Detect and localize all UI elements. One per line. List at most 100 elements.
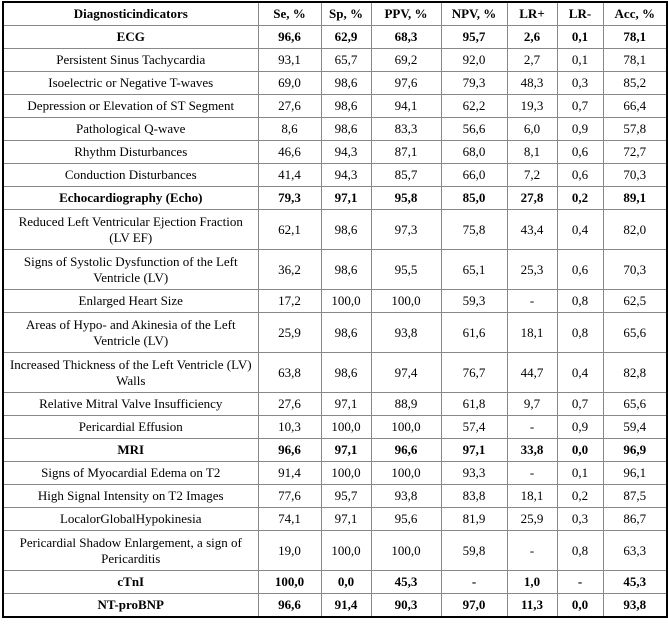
indicator-cell: Isoelectric or Negative T-waves (2, 71, 259, 95)
value-cell: 97,1 (320, 186, 372, 210)
indicator-cell: Depression or Elevation of ST Segment (2, 94, 259, 118)
value-cell: 92,0 (440, 48, 508, 72)
value-cell: 62,2 (440, 94, 508, 118)
value-cell: 78,1 (602, 48, 668, 72)
value-cell: 68,0 (440, 140, 508, 164)
value-cell: 0,1 (556, 461, 604, 485)
value-cell: 48,3 (506, 71, 558, 95)
value-cell: 6,0 (506, 117, 558, 141)
value-cell: Acc, % (602, 1, 668, 26)
value-cell: 87,5 (602, 484, 668, 508)
table-row: ECG 96,6 62,9 68,3 95,7 2,6 0,1 78,1 (2, 25, 668, 49)
indicator-cell: Pathological Q-wave (2, 117, 259, 141)
table-row: Conduction Disturbances 41,4 94,3 85,7 66,0 7… (2, 163, 668, 187)
value-cell: 59,4 (602, 415, 668, 439)
value-cell: 100,0 (370, 289, 442, 313)
value-cell: 95,5 (370, 249, 442, 290)
value-cell: 85,2 (602, 71, 668, 95)
value-cell: 98,6 (320, 312, 372, 353)
indicator-cell: Persistent Sinus Tachycardia (2, 48, 259, 72)
indicator-cell: Signs of Systolic Dysfunction of the Lef… (2, 249, 259, 290)
value-cell: 2,6 (506, 25, 558, 49)
value-cell: - (440, 570, 508, 594)
value-cell: 70,3 (602, 163, 668, 187)
value-cell: 100,0 (320, 415, 372, 439)
value-cell: 96,1 (602, 461, 668, 485)
table-row: Areas of Hypo- and Akinesia of the Left … (2, 312, 668, 353)
value-cell: - (506, 461, 558, 485)
table-row: NT-proBNP 96,6 91,4 90,3 97,0 11,3 0,0 93,8 (2, 593, 668, 618)
value-cell: 100,0 (370, 415, 442, 439)
value-cell: 96,6 (257, 593, 322, 618)
value-cell: 0,8 (556, 530, 604, 571)
value-cell: 0,4 (556, 209, 604, 250)
indicator-cell: Diagnosticindicators (2, 1, 259, 26)
value-cell: 96,9 (602, 438, 668, 462)
value-cell: 88,9 (370, 392, 442, 416)
value-cell: 93,8 (370, 312, 442, 353)
value-cell: 68,3 (370, 25, 442, 49)
value-cell: 98,6 (320, 249, 372, 290)
indicator-cell: NT-proBNP (2, 593, 259, 618)
diagnostic-table: Diagnosticindicators Se, % Sp, % PPV, % NPV,… (2, 1, 668, 618)
value-cell: 62,9 (320, 25, 372, 49)
value-cell: 0,7 (556, 392, 604, 416)
value-cell: 100,0 (370, 461, 442, 485)
value-cell: 97,1 (320, 392, 372, 416)
value-cell: 25,9 (257, 312, 322, 353)
value-cell: 63,3 (602, 530, 668, 571)
value-cell: 0,7 (556, 94, 604, 118)
table-row: cTnI 100,0 0,0 45,3-1,0-45,3 (2, 570, 668, 594)
indicator-cell: Pericardial Shadow Enlargement, a sign o… (2, 530, 259, 571)
value-cell: 95,8 (370, 186, 442, 210)
value-cell: 93,1 (257, 48, 322, 72)
table-row: High Signal Intensity on T2 Images 77,6 95… (2, 484, 668, 508)
value-cell: 91,4 (257, 461, 322, 485)
value-cell: 33,8 (506, 438, 558, 462)
value-cell: 25,9 (506, 507, 558, 531)
value-cell: 95,7 (440, 25, 508, 49)
value-cell: 0,6 (556, 163, 604, 187)
table-row: Pathological Q-wave 8,6 98,6 83,3 56,6 6,0 0,9… (2, 117, 668, 141)
indicator-cell: Conduction Disturbances (2, 163, 259, 187)
value-cell: 25,3 (506, 249, 558, 290)
value-cell: 74,1 (257, 507, 322, 531)
value-cell: 96,6 (257, 438, 322, 462)
value-cell: 36,2 (257, 249, 322, 290)
value-cell: 83,8 (440, 484, 508, 508)
value-cell: 62,5 (602, 289, 668, 313)
value-cell: 59,8 (440, 530, 508, 571)
value-cell: 61,8 (440, 392, 508, 416)
value-cell: 85,7 (370, 163, 442, 187)
value-cell: 65,6 (602, 312, 668, 353)
value-cell: 79,3 (440, 71, 508, 95)
table-row: Isoelectric or Negative T-waves 69,0 98,6 9… (2, 71, 668, 95)
value-cell: 0,9 (556, 117, 604, 141)
value-cell: 0,6 (556, 249, 604, 290)
value-cell: 57,4 (440, 415, 508, 439)
value-cell: LR- (556, 1, 604, 26)
value-cell: 66,0 (440, 163, 508, 187)
value-cell: 86,7 (602, 507, 668, 531)
value-cell: 82,8 (602, 352, 668, 393)
value-cell: 0,1 (556, 25, 604, 49)
value-cell: - (506, 530, 558, 571)
indicator-cell: Increased Thickness of the Left Ventricl… (2, 352, 259, 393)
indicator-cell: MRI (2, 438, 259, 462)
value-cell: 9,7 (506, 392, 558, 416)
value-cell: 85,0 (440, 186, 508, 210)
value-cell: 0,8 (556, 289, 604, 313)
value-cell: 43,4 (506, 209, 558, 250)
value-cell: 95,7 (320, 484, 372, 508)
value-cell: 87,1 (370, 140, 442, 164)
value-cell: - (556, 570, 604, 594)
value-cell: 96,6 (370, 438, 442, 462)
value-cell: 97,3 (370, 209, 442, 250)
table-row: Diagnosticindicators Se, % Sp, % PPV, % NPV,… (2, 1, 668, 26)
value-cell: 8,1 (506, 140, 558, 164)
value-cell: 0,3 (556, 507, 604, 531)
value-cell: 0,1 (556, 48, 604, 72)
value-cell: PPV, % (370, 1, 442, 26)
indicator-cell: Rhythm Disturbances (2, 140, 259, 164)
value-cell: 72,7 (602, 140, 668, 164)
